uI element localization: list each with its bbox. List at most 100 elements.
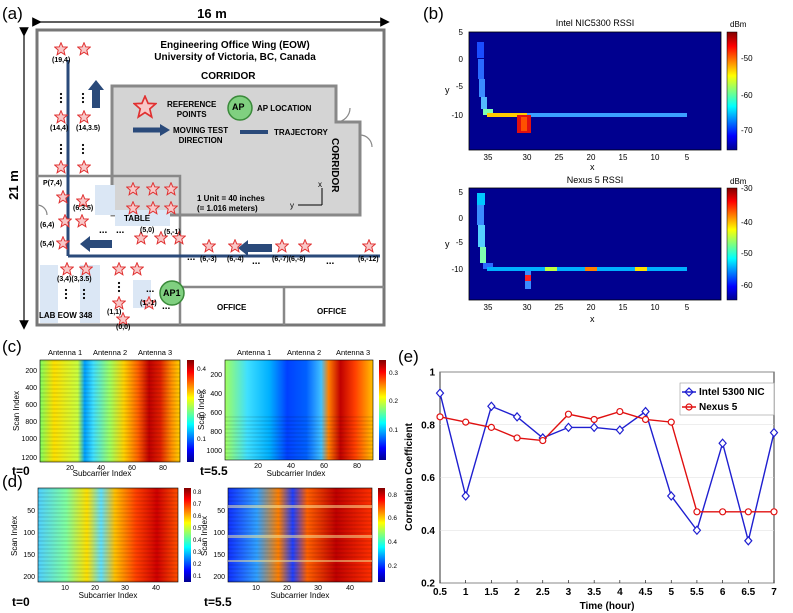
moving-arrow-up xyxy=(88,80,104,108)
data-point-intel xyxy=(641,406,650,417)
csi-d-left-xtick: 20 xyxy=(91,585,99,592)
legend-move-label: MOVING TEST DIRECTION xyxy=(173,126,228,146)
unit-axis-y-label: y xyxy=(290,201,294,210)
ellipsis-h: ... xyxy=(146,284,155,295)
csi-d-left-xtick: 40 xyxy=(152,585,160,592)
table-label: TABLE xyxy=(124,214,151,223)
width-dimension: 16 m xyxy=(32,6,390,27)
lab-furniture-3 xyxy=(80,265,100,323)
rssi-top-xticks: 35 30 25 20 15 10 5 xyxy=(484,153,690,162)
csi-d-right-xtick: 20 xyxy=(283,585,291,592)
rssi-bottom-map xyxy=(468,187,722,301)
rssi-bottom-xticks: 35 30 25 20 15 10 5 xyxy=(484,303,690,312)
chart-ylabel: Correlation Coefficient xyxy=(404,422,415,530)
data-point-intel xyxy=(666,491,676,501)
legend-ap-icon-label: AP xyxy=(232,102,245,112)
y-tick-label: 0.6 xyxy=(421,473,435,484)
height-dimension: 21 m xyxy=(6,27,29,330)
point-label: (14,4) xyxy=(50,125,69,132)
csi-c-right-antenna2: Antenna 2 xyxy=(287,348,321,357)
csi-d-left-cbar-tick: 0.7 xyxy=(193,502,202,508)
legend-move-line2: DIRECTION xyxy=(178,136,223,145)
x-tick-label: 4.5 xyxy=(639,587,653,598)
rssi-bottom-ytick: -10 xyxy=(451,265,463,274)
ap1-label: AP1 xyxy=(163,288,181,298)
chart-xlabel: Time (hour) xyxy=(580,601,635,612)
csi-c-left-xtick: 60 xyxy=(128,465,136,472)
csi-d-left-cbar-tick: 0.2 xyxy=(193,562,202,568)
csi-c-left-antenna3: Antenna 3 xyxy=(138,348,172,357)
csi-c-right-colorbar xyxy=(379,360,386,460)
data-point-nexus xyxy=(744,508,752,516)
ellipsis-h: ... xyxy=(252,256,261,267)
correlation-chart: 0.2 0.4 0.6 0.8 1 0.5 1 1.5 2 2.5 3 3.5 4 4.5 5 5.5 6 6.… xyxy=(404,368,779,612)
point-label: (19,4) xyxy=(52,57,71,64)
office-label-1: OFFICE xyxy=(217,303,247,312)
csi-c-left-antenna1: Antenna 1 xyxy=(48,348,82,357)
data-point-nexus xyxy=(539,436,547,445)
csi-d-right-cbar-tick: 0.6 xyxy=(388,515,397,522)
csi-d-right-xtick: 30 xyxy=(314,585,322,592)
data-point-nexus xyxy=(693,508,701,516)
x-tick-label: 2.5 xyxy=(536,587,550,598)
ap1-circle xyxy=(159,280,185,306)
legend-move-line1: MOVING TEST xyxy=(173,126,229,135)
csi-d-left-time: t=0 xyxy=(12,595,30,609)
rssi-bottom-colorbar xyxy=(726,187,738,301)
csi-c-right-time: t=5.5 xyxy=(200,464,228,478)
csi-c-left-ytick: 400 xyxy=(25,385,37,392)
floorplan-title: Engineering Office Wing (EOW) University… xyxy=(150,40,320,64)
point-label: (1,1) xyxy=(107,309,122,316)
rssi-bottom-xtick: 35 xyxy=(484,303,493,312)
unit-axis-x-label: x xyxy=(318,180,322,189)
moving-arrow-left-1 xyxy=(80,236,112,252)
rssi-bottom-cbar-tick: -60 xyxy=(741,281,753,290)
csi-c-left-xtick: 80 xyxy=(159,465,167,472)
moving-arrow-left-2 xyxy=(238,240,272,256)
csi-c-right-xtick: 80 xyxy=(353,463,361,470)
corridor-top-label: CORRIDOR xyxy=(201,71,256,82)
data-point-nexus xyxy=(667,418,675,426)
csi-d-left-cbar-tick: 0.6 xyxy=(193,514,202,520)
rssi-bottom-xlabel: x xyxy=(590,314,595,324)
floorplan-title-line2: University of Victoria, BC, Canada xyxy=(154,52,316,63)
office-walls xyxy=(182,285,384,325)
rssi-bottom-title: Nexus 5 RSSI xyxy=(567,175,624,185)
office-label-2: OFFICE xyxy=(317,307,347,316)
y-tick-label: 0.2 xyxy=(421,579,435,590)
rssi-bottom-unit: dBm xyxy=(730,177,747,186)
csi-c-left-cbar-tick: 0.4 xyxy=(197,366,206,373)
csi-c-left-xtick: 20 xyxy=(66,465,74,472)
csi-d-left-cbar-tick: 0.3 xyxy=(193,550,202,556)
csi-d-left-xlabel: Subcarrier Index xyxy=(79,591,138,600)
csi-d-right-ytick: 150 xyxy=(213,552,225,559)
point-label: (6,4) xyxy=(40,222,55,229)
width-label: 16 m xyxy=(197,6,227,21)
x-tick-label: 5 xyxy=(668,587,674,598)
x-tick-label: 7 xyxy=(771,587,777,598)
x-tick-label: 1 xyxy=(463,587,469,598)
rssi-bottom-xtick: 30 xyxy=(523,303,532,312)
point-label: (6,-3) xyxy=(200,256,217,263)
csi-d-right-cbar-tick: 0.2 xyxy=(388,563,397,570)
rssi-top-title: Intel NIC5300 RSSI xyxy=(556,18,635,28)
data-point-nexus xyxy=(590,415,598,424)
legend-marker-intel xyxy=(684,387,694,397)
csi-c-right-xtick: 40 xyxy=(287,463,295,470)
unit-line2: (= 1.016 meters) xyxy=(197,204,258,213)
csi-c-right-ylabel: Scan Index xyxy=(197,390,206,430)
csi-d-right-cbar-tick: 0.8 xyxy=(388,492,397,499)
csi-d-left-xtick: 10 xyxy=(61,585,69,592)
point-label: P(7,4) xyxy=(43,180,63,187)
data-point-nexus xyxy=(436,413,444,421)
data-point-intel xyxy=(744,535,753,546)
lab-furniture-1 xyxy=(95,185,115,215)
legend-ap-label: AP LOCATION xyxy=(257,104,312,113)
data-point-nexus xyxy=(462,418,470,426)
floorplan-title-line1: Engineering Office Wing (EOW) xyxy=(160,40,310,51)
rssi-top-xtick: 35 xyxy=(484,153,493,162)
rssi-bottom-xtick: 25 xyxy=(555,303,564,312)
rssi-top-ytick: -10 xyxy=(451,111,463,120)
point-label: (6,3.5) xyxy=(73,205,94,212)
y-tick-label: 1 xyxy=(429,368,435,379)
